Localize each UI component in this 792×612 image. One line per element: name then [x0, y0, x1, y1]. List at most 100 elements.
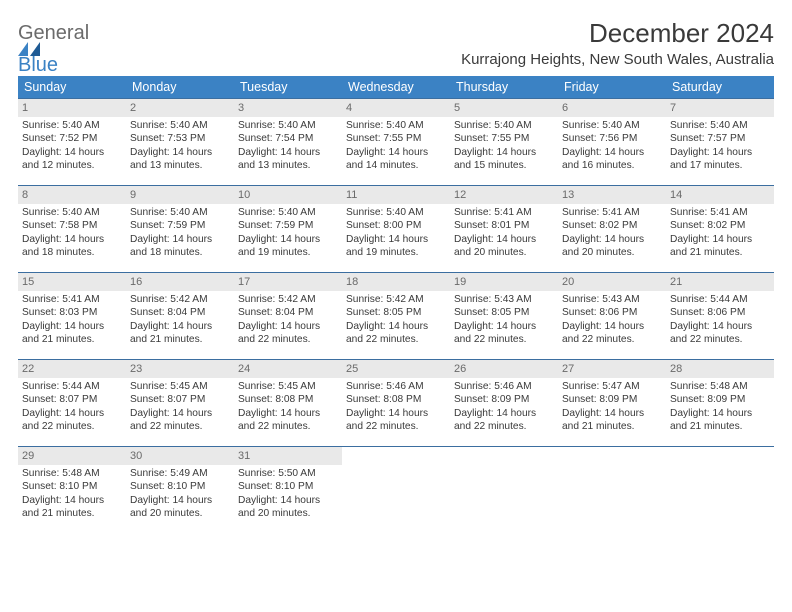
daylight-text: and 18 minutes. [130, 246, 230, 259]
sunset-text: Sunset: 7:56 PM [562, 132, 662, 145]
week-row: 15Sunrise: 5:41 AMSunset: 8:03 PMDayligh… [18, 273, 774, 360]
daylight-text: Daylight: 14 hours [454, 320, 554, 333]
daylight-text: Daylight: 14 hours [22, 407, 122, 420]
page: General Blue December 2024 Kurrajong Hei… [0, 0, 792, 533]
daylight-text: and 22 minutes. [238, 420, 338, 433]
day-cell: 26Sunrise: 5:46 AMSunset: 8:09 PMDayligh… [450, 360, 558, 447]
daylight-text: Daylight: 14 hours [454, 233, 554, 246]
day-number: 9 [126, 186, 234, 204]
day-cell: 12Sunrise: 5:41 AMSunset: 8:01 PMDayligh… [450, 186, 558, 273]
day-cell: 4Sunrise: 5:40 AMSunset: 7:55 PMDaylight… [342, 99, 450, 186]
day-number: 28 [666, 360, 774, 378]
day-number: 30 [126, 447, 234, 465]
day-cell: 24Sunrise: 5:45 AMSunset: 8:08 PMDayligh… [234, 360, 342, 447]
sunrise-text: Sunrise: 5:41 AM [670, 206, 770, 219]
daylight-text: and 22 minutes. [454, 333, 554, 346]
daylight-text: and 21 minutes. [22, 507, 122, 520]
daylight-text: and 22 minutes. [346, 420, 446, 433]
day-number: 18 [342, 273, 450, 291]
day-number: 20 [558, 273, 666, 291]
sunset-text: Sunset: 8:02 PM [670, 219, 770, 232]
sunrise-text: Sunrise: 5:47 AM [562, 380, 662, 393]
sunrise-text: Sunrise: 5:41 AM [454, 206, 554, 219]
daylight-text: and 15 minutes. [454, 159, 554, 172]
sunset-text: Sunset: 8:10 PM [238, 480, 338, 493]
sunset-text: Sunset: 8:08 PM [346, 393, 446, 406]
sunset-text: Sunset: 8:10 PM [130, 480, 230, 493]
sunset-text: Sunset: 7:52 PM [22, 132, 122, 145]
sunset-text: Sunset: 8:07 PM [22, 393, 122, 406]
day-cell: 2Sunrise: 5:40 AMSunset: 7:53 PMDaylight… [126, 99, 234, 186]
daylight-text: Daylight: 14 hours [130, 146, 230, 159]
sunrise-text: Sunrise: 5:40 AM [238, 119, 338, 132]
sunset-text: Sunset: 8:10 PM [22, 480, 122, 493]
daylight-text: and 16 minutes. [562, 159, 662, 172]
daylight-text: and 21 minutes. [670, 420, 770, 433]
sunset-text: Sunset: 8:08 PM [238, 393, 338, 406]
daylight-text: Daylight: 14 hours [130, 407, 230, 420]
daylight-text: and 14 minutes. [346, 159, 446, 172]
sunrise-text: Sunrise: 5:45 AM [130, 380, 230, 393]
daylight-text: Daylight: 14 hours [238, 407, 338, 420]
sunrise-text: Sunrise: 5:41 AM [22, 293, 122, 306]
day-cell: 15Sunrise: 5:41 AMSunset: 8:03 PMDayligh… [18, 273, 126, 360]
day-cell: 5Sunrise: 5:40 AMSunset: 7:55 PMDaylight… [450, 99, 558, 186]
daylight-text: and 22 minutes. [130, 420, 230, 433]
day-cell: 13Sunrise: 5:41 AMSunset: 8:02 PMDayligh… [558, 186, 666, 273]
weekday-header: Thursday [450, 76, 558, 99]
sunrise-text: Sunrise: 5:40 AM [346, 206, 446, 219]
day-cell [558, 447, 666, 534]
daylight-text: and 19 minutes. [238, 246, 338, 259]
sunset-text: Sunset: 7:54 PM [238, 132, 338, 145]
daylight-text: and 22 minutes. [562, 333, 662, 346]
daylight-text: Daylight: 14 hours [454, 146, 554, 159]
day-cell: 23 Sunrise: 5:45 AMSunset: 8:07 PMDayligh… [126, 360, 234, 447]
day-number: 29 [18, 447, 126, 465]
daylight-text: Daylight: 14 hours [238, 494, 338, 507]
sunset-text: Sunset: 8:04 PM [130, 306, 230, 319]
day-cell: 3Sunrise: 5:40 AMSunset: 7:54 PMDaylight… [234, 99, 342, 186]
daylight-text: and 13 minutes. [130, 159, 230, 172]
daylight-text: and 19 minutes. [346, 246, 446, 259]
daylight-text: Daylight: 14 hours [130, 320, 230, 333]
daylight-text: Daylight: 14 hours [670, 320, 770, 333]
day-number: 16 [126, 273, 234, 291]
day-cell: 9Sunrise: 5:40 AMSunset: 7:59 PMDaylight… [126, 186, 234, 273]
sunset-text: Sunset: 8:09 PM [670, 393, 770, 406]
daylight-text: and 22 minutes. [454, 420, 554, 433]
day-number: 5 [450, 99, 558, 117]
sunrise-text: Sunrise: 5:48 AM [22, 467, 122, 480]
daylight-text: and 17 minutes. [670, 159, 770, 172]
sunrise-text: Sunrise: 5:45 AM [238, 380, 338, 393]
title-block: December 2024 Kurrajong Heights, New Sou… [461, 18, 774, 74]
sunset-text: Sunset: 8:09 PM [562, 393, 662, 406]
daylight-text: Daylight: 14 hours [22, 320, 122, 333]
day-cell: 31 Sunrise: 5:50 AMSunset: 8:10 PMDayligh… [234, 447, 342, 534]
week-row: 1Sunrise: 5:40 AMSunset: 7:52 PMDaylight… [18, 99, 774, 186]
day-cell: 16 Sunrise: 5:42 AMSunset: 8:04 PMDayligh… [126, 273, 234, 360]
sunrise-text: Sunrise: 5:50 AM [238, 467, 338, 480]
day-number: 19 [450, 273, 558, 291]
sunrise-text: Sunrise: 5:42 AM [130, 293, 230, 306]
daylight-text: Daylight: 14 hours [22, 494, 122, 507]
sunrise-text: Sunrise: 5:40 AM [238, 206, 338, 219]
sunrise-text: Sunrise: 5:44 AM [22, 380, 122, 393]
sunset-text: Sunset: 8:09 PM [454, 393, 554, 406]
daylight-text: Daylight: 14 hours [562, 320, 662, 333]
sunrise-text: Sunrise: 5:40 AM [130, 206, 230, 219]
daylight-text: Daylight: 14 hours [238, 233, 338, 246]
day-number: 11 [342, 186, 450, 204]
day-number: 12 [450, 186, 558, 204]
day-number: 31 [234, 447, 342, 465]
weekday-header: Sunday [18, 76, 126, 99]
daylight-text: Daylight: 14 hours [670, 233, 770, 246]
daylight-text: and 22 minutes. [22, 420, 122, 433]
day-cell: 7Sunrise: 5:40 AMSunset: 7:57 PMDaylight… [666, 99, 774, 186]
daylight-text: and 13 minutes. [238, 159, 338, 172]
sunset-text: Sunset: 8:07 PM [130, 393, 230, 406]
day-number: 23 [126, 360, 234, 378]
day-number: 15 [18, 273, 126, 291]
day-cell: 14Sunrise: 5:41 AMSunset: 8:02 PMDayligh… [666, 186, 774, 273]
sunset-text: Sunset: 8:06 PM [562, 306, 662, 319]
daylight-text: and 20 minutes. [130, 507, 230, 520]
